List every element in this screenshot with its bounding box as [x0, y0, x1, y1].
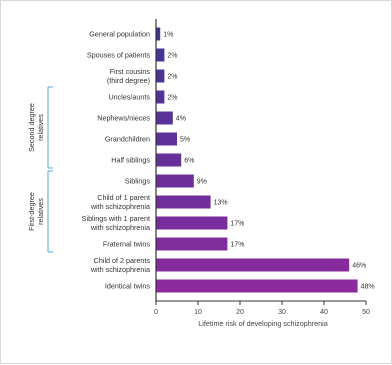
category-label: Fraternal twins: [103, 240, 151, 249]
bar: [156, 69, 165, 83]
category-label: Half siblings: [111, 156, 150, 165]
x-axis-title: Lifetime risk of developing schizophreni…: [198, 319, 327, 328]
category-label: Nephews/nieces: [97, 114, 150, 123]
value-label: 5%: [180, 137, 190, 144]
value-label: 17%: [230, 242, 244, 249]
category-label: Identical twins: [105, 282, 151, 291]
x-tick-label: 0: [154, 309, 158, 316]
value-label: 13%: [214, 200, 228, 207]
x-tick-label: 40: [320, 309, 328, 316]
bar: [156, 279, 358, 293]
bar: [156, 111, 173, 125]
x-tick-label: 30: [278, 309, 286, 316]
x-tick-label: 20: [236, 309, 244, 316]
category-label: Siblings: [125, 177, 151, 186]
value-label: 6%: [184, 158, 194, 165]
group-label: Second degreerelatives: [27, 103, 45, 152]
value-label: 9%: [197, 179, 207, 186]
value-label: 2%: [167, 53, 177, 60]
value-label: 2%: [167, 95, 177, 102]
category-label: General population: [89, 30, 150, 39]
value-label: 4%: [176, 116, 186, 123]
category-label: Uncles/aunts: [108, 93, 150, 102]
bar: [156, 216, 228, 230]
bar: [156, 195, 211, 209]
category-label: Child of 2 parents with schizophrenia: [90, 256, 151, 274]
x-tick-label: 10: [194, 309, 202, 316]
value-label: 48%: [361, 284, 375, 291]
x-tick-label: 50: [362, 309, 370, 316]
bar: [156, 258, 350, 272]
bar: [156, 132, 177, 146]
category-label: Child of 1 parent with schizophrenia: [90, 193, 150, 211]
bar: [156, 237, 228, 251]
value-label: 46%: [352, 263, 366, 270]
bar: [156, 27, 161, 41]
value-label: 17%: [230, 221, 244, 228]
category-label: Siblings with 1 parent with schizophrenia: [82, 214, 150, 232]
value-label: 1%: [163, 32, 173, 39]
value-label: 2%: [167, 74, 177, 81]
category-label: First cousins (third degree): [107, 67, 151, 85]
category-label: Spouses of patients: [87, 51, 151, 60]
bar: [156, 48, 165, 62]
group-label: First-degreerelatives: [27, 192, 45, 231]
bar: [156, 174, 194, 188]
bar: [156, 153, 182, 167]
category-label: Grandchildren: [105, 135, 150, 144]
bar: [156, 90, 165, 104]
